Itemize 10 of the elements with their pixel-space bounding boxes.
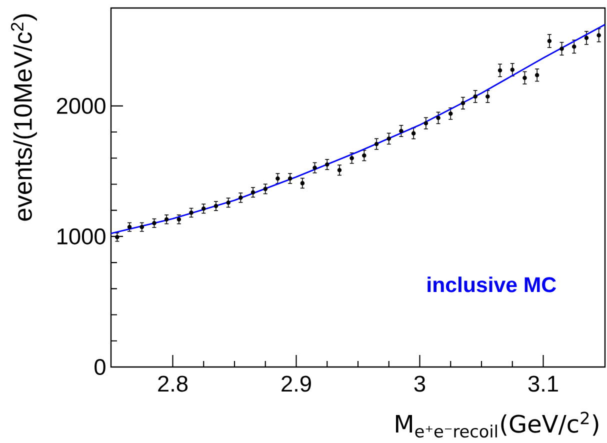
annotation: inclusive MC: [428, 276, 556, 292]
x-axis-title: M$_{e⁺e⁻recoil}$(GeV/c$^{2}$): [396, 412, 598, 438]
x-tick-label: 2.9: [282, 376, 311, 392]
y-tick-label: 1000: [58, 228, 106, 244]
y-tick-label: 0: [94, 358, 106, 376]
x-tick-label: 3.1: [528, 376, 558, 392]
x-tick-label: 2.8: [158, 376, 188, 392]
y-axis-title: events/(10MeV/c$^{2}$): [10, 14, 37, 221]
x-tick-label: 3: [414, 376, 426, 392]
y-tick-label: 2000: [57, 98, 106, 114]
